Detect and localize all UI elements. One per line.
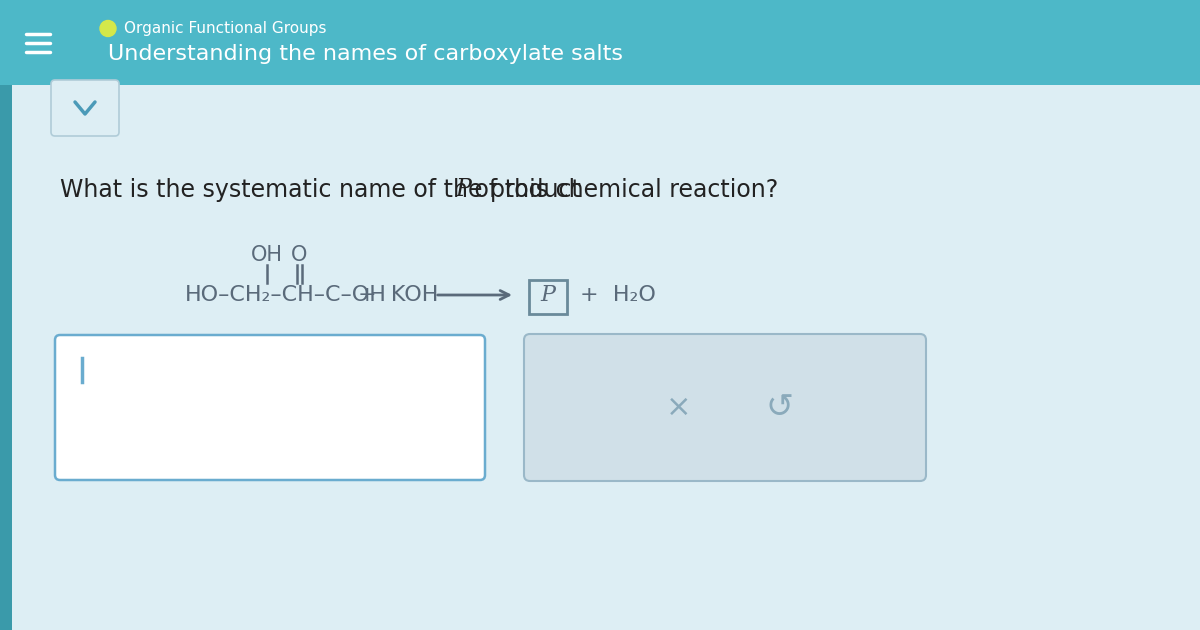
FancyBboxPatch shape: [50, 80, 119, 136]
Text: of this chemical reaction?: of this chemical reaction?: [467, 178, 778, 202]
Text: O: O: [292, 245, 307, 265]
Text: P: P: [540, 284, 556, 306]
FancyBboxPatch shape: [529, 280, 566, 314]
Text: HO–CH₂–CH–C–OH: HO–CH₂–CH–C–OH: [185, 285, 386, 305]
Text: Organic Functional Groups: Organic Functional Groups: [124, 21, 326, 36]
FancyBboxPatch shape: [55, 335, 485, 480]
Circle shape: [100, 21, 116, 37]
Text: ↺: ↺: [766, 391, 793, 424]
FancyBboxPatch shape: [0, 0, 12, 630]
Text: Understanding the names of carboxylate salts: Understanding the names of carboxylate s…: [108, 45, 623, 64]
Text: +  KOH: + KOH: [359, 285, 439, 305]
Text: OH: OH: [251, 245, 283, 265]
Text: ×: ×: [666, 393, 691, 422]
Text: P: P: [456, 178, 472, 202]
Text: +  H₂O: + H₂O: [580, 285, 655, 305]
FancyBboxPatch shape: [524, 334, 926, 481]
FancyBboxPatch shape: [0, 0, 1200, 85]
FancyBboxPatch shape: [12, 85, 1200, 630]
Text: What is the systematic name of the product: What is the systematic name of the produ…: [60, 178, 588, 202]
